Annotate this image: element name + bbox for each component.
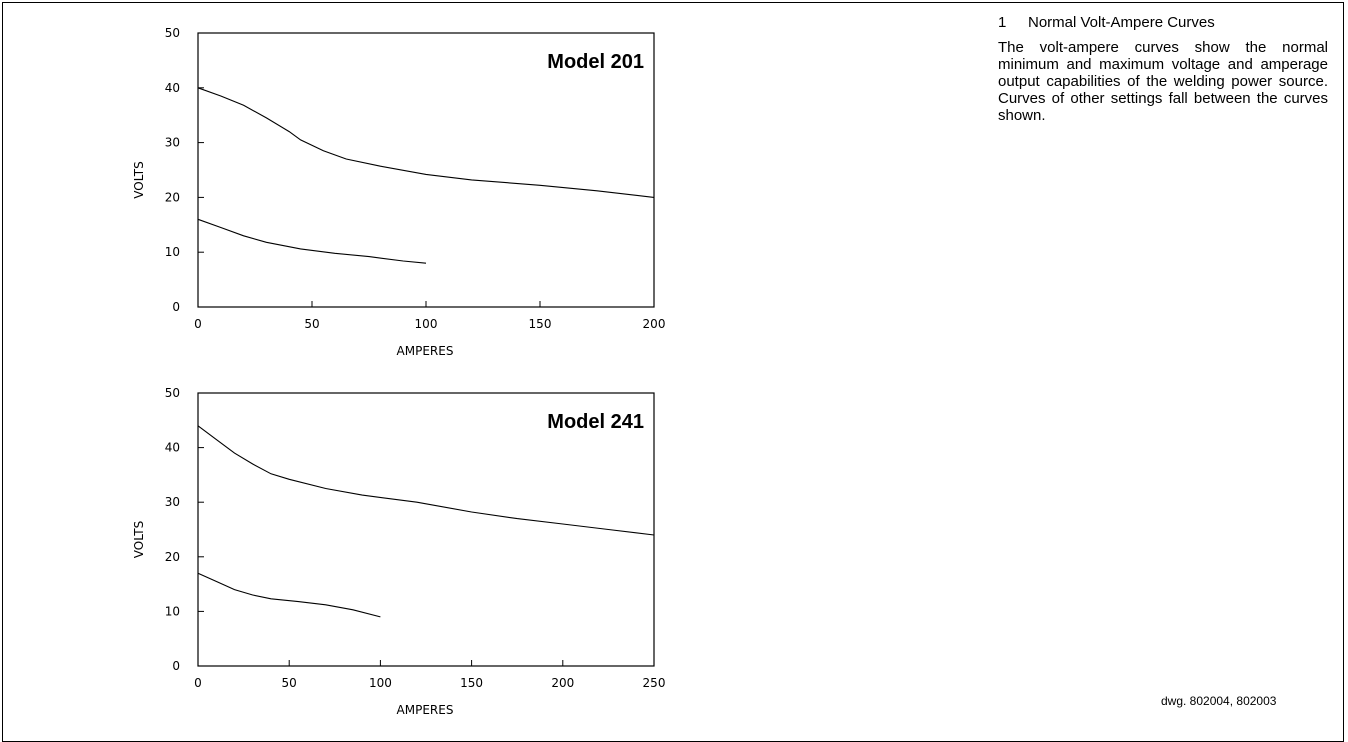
drawing-reference: dwg. 802004, 802003	[1161, 694, 1277, 708]
chart-2-plot-area	[197, 392, 655, 667]
chart-2-y-tick-label: 20	[165, 550, 180, 564]
chart-1-y-tick-label: 10	[165, 245, 180, 259]
chart-2-x-tick-label: 200	[551, 676, 574, 690]
side-text-panel: 1 Normal Volt-Ampere Curves The volt-ampe…	[998, 14, 1328, 124]
chart-1-y-tick-label: 20	[165, 190, 180, 204]
chart-2-x-axis-label: AMPERES	[397, 703, 454, 717]
chart-1-curve-2	[197, 218, 427, 264]
chart-2-title: Model 241	[547, 411, 644, 433]
chart-1-x-axis-label: AMPERES	[397, 344, 454, 358]
chart-2-x-tick-label: 150	[460, 676, 483, 690]
section-number: 1	[998, 14, 1007, 31]
chart-1-plot-area	[197, 32, 655, 308]
chart-1-y-tick-label: 0	[172, 300, 180, 314]
chart-1-y-tick-label: 50	[165, 26, 180, 40]
chart-1-x-tick-label: 150	[529, 317, 552, 331]
chart-2-y-axis-label: VOLTS	[132, 521, 146, 558]
chart-2-y-tick-label: 50	[165, 386, 180, 400]
chart-2-x-tick-label: 50	[282, 676, 297, 690]
chart-2-y-tick-label: 30	[165, 495, 180, 509]
chart-2-x-tick-label: 250	[643, 676, 666, 690]
chart-2-x-tick-label: 100	[369, 676, 392, 690]
chart-2-y-tick-label: 40	[165, 441, 180, 455]
chart-1-y-tick-label: 40	[165, 81, 180, 95]
chart-1-x-tick-label: 200	[643, 317, 666, 331]
chart-1-y-axis-label: VOLTS	[132, 161, 146, 198]
chart-1-x-tick-label: 50	[304, 317, 319, 331]
chart-1-x-tick-label: 0	[194, 317, 202, 331]
section-body: The volt-ampere curves show the normal m…	[998, 39, 1328, 124]
chart-2-x-tick-label: 0	[194, 676, 202, 690]
section-heading: Normal Volt-Ampere Curves	[1028, 14, 1215, 31]
chart-2-curve-1	[197, 425, 655, 536]
chart-1-y-tick-label: 30	[165, 136, 180, 150]
chart-2-y-tick-label: 0	[172, 659, 180, 673]
chart-1-curve-1	[197, 87, 655, 198]
chart-2-curve-2	[197, 572, 381, 618]
chart-1-title: Model 201	[547, 51, 644, 73]
chart-2-y-tick-label: 10	[165, 604, 180, 618]
section-heading-line: 1 Normal Volt-Ampere Curves	[998, 14, 1328, 31]
chart-1-x-tick-label: 100	[415, 317, 438, 331]
